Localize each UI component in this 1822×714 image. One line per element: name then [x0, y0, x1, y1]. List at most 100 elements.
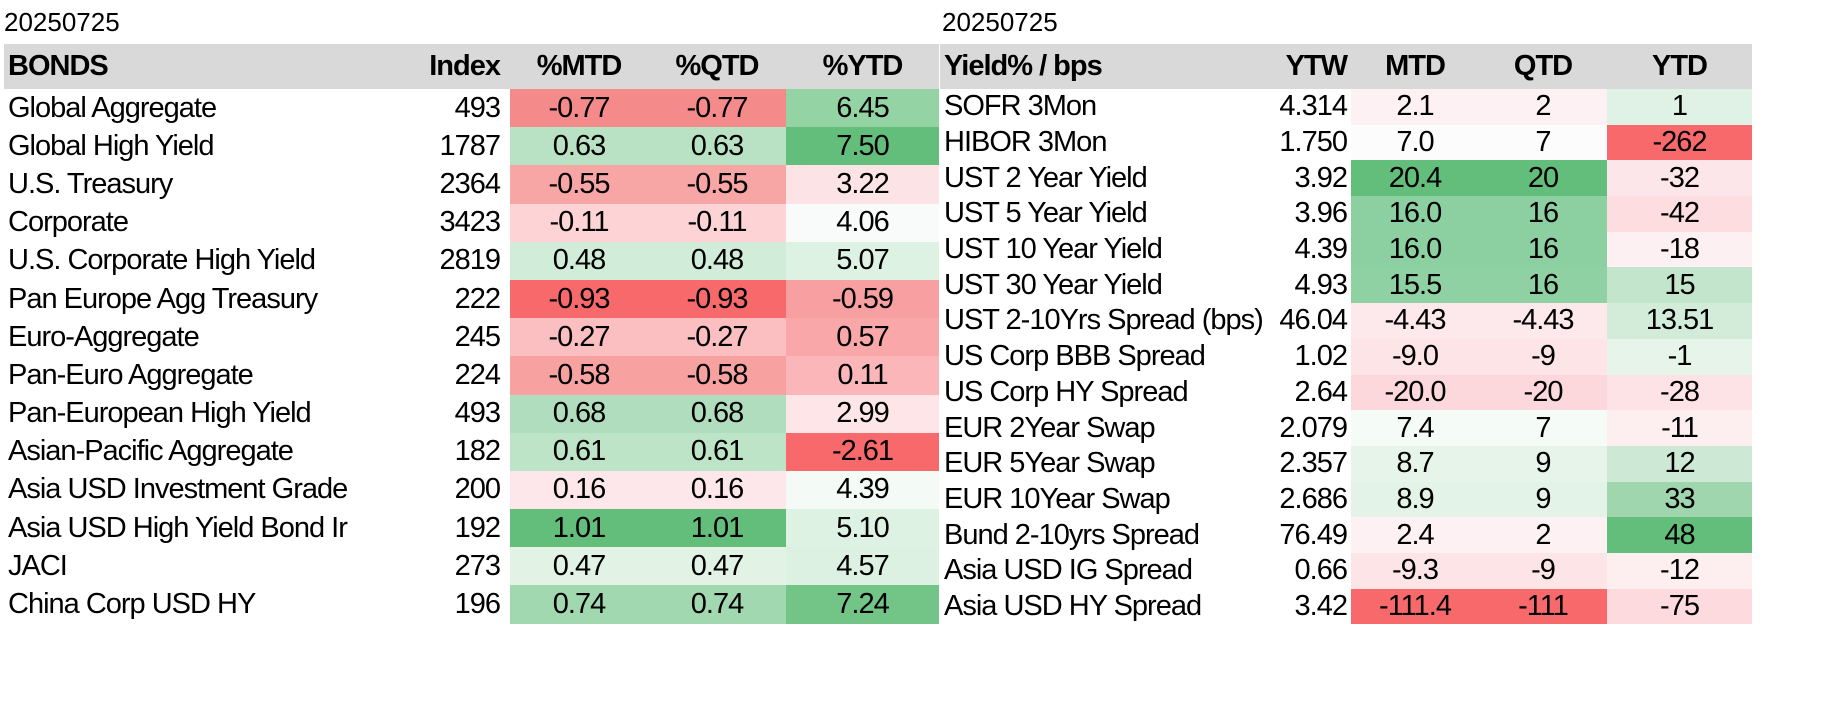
cell-ytw: 76.49 — [1279, 518, 1348, 551]
cell-mtd: -4.43 — [1351, 303, 1479, 339]
cell-mtd: -111.4 — [1351, 588, 1479, 625]
cell-ytd: 12 — [1607, 445, 1752, 482]
row-label: UST 5 Year Yield — [944, 197, 1148, 230]
cell-ytd: 33 — [1607, 481, 1752, 518]
cell-index: 3423 — [439, 206, 501, 239]
cell-ytd: -28 — [1607, 374, 1752, 411]
row-label: Global Aggregate — [8, 91, 217, 124]
header-bonds: BONDS — [8, 50, 109, 82]
cell-ytd: -18 — [1607, 231, 1752, 268]
table-row: Global High Yield 1787 0.63 0.63 7.50 — [4, 127, 939, 166]
row-label: EUR 2Year Swap — [944, 411, 1156, 444]
row-label: UST 30 Year Yield — [944, 268, 1163, 301]
cell-index: 2819 — [439, 244, 501, 277]
table-row: Asian-Pacific Aggregate 182 0.61 0.61 -2.61 — [4, 432, 939, 471]
cell-index: 182 — [454, 435, 501, 468]
cell-qtd: 0.48 — [648, 241, 786, 280]
cell-mtd: -0.27 — [510, 318, 648, 357]
cell-ytd: -42 — [1607, 196, 1752, 232]
cell-ytd: 2.99 — [786, 394, 939, 433]
table-row: Asia USD IG Spread 0.66 -9.3 -9 -12 — [940, 552, 1752, 589]
header-mtd: MTD — [1385, 50, 1446, 82]
cell-qtd: 7 — [1479, 410, 1607, 446]
cell-qtd: 7 — [1479, 124, 1607, 161]
cell-qtd: -0.77 — [648, 89, 786, 128]
cell-mtd: 2.1 — [1351, 89, 1479, 125]
cell-qtd: -0.11 — [648, 203, 786, 242]
cell-mtd: 7.4 — [1351, 410, 1479, 446]
cell-mtd: 8.9 — [1351, 481, 1479, 518]
cell-mtd: -0.55 — [510, 165, 648, 204]
cell-ytd: 13.51 — [1607, 303, 1752, 339]
cell-ytd: -1 — [1607, 338, 1752, 375]
cell-ytd: 5.07 — [786, 241, 939, 280]
row-label: Asia USD HY Spread — [944, 589, 1202, 622]
cell-ytw: 3.92 — [1294, 161, 1348, 194]
table-row: SOFR 3Mon 4.314 2.1 2 1 — [940, 89, 1752, 125]
cell-ytd: 1 — [1607, 89, 1752, 125]
cell-ytw: 1.02 — [1294, 340, 1348, 373]
yields-table: Yield% / bps YTW MTD QTD YTD SOFR 3Mon 4.… — [940, 44, 1752, 625]
cell-qtd: -111 — [1479, 588, 1607, 625]
row-label: SOFR 3Mon — [944, 90, 1097, 123]
table-row: EUR 10Year Swap 2.686 8.9 9 33 — [940, 481, 1752, 518]
header-yield: Yield% / bps — [944, 50, 1103, 82]
table-row: U.S. Corporate High Yield 2819 0.48 0.48 5.0… — [4, 241, 939, 280]
table-row: Pan-European High Yield 493 0.68 0.68 2.99 — [4, 394, 939, 433]
cell-mtd: 8.7 — [1351, 445, 1479, 482]
cell-ytd: 3.22 — [786, 165, 939, 204]
cell-ytw: 4.93 — [1294, 268, 1348, 301]
cell-ytd: 15 — [1607, 267, 1752, 304]
table-row: UST 30 Year Yield 4.93 15.5 16 15 — [940, 267, 1752, 304]
table-row: Asia USD HY Spread 3.42 -111.4 -111 -75 — [940, 588, 1752, 625]
table-row: UST 2 Year Yield 3.92 20.4 20 -32 — [940, 160, 1752, 197]
cell-ytw: 2.357 — [1279, 447, 1348, 480]
table-row: Euro-Aggregate 245 -0.27 -0.27 0.57 — [4, 318, 939, 357]
cell-qtd: 20 — [1479, 160, 1607, 197]
cell-mtd: -0.93 — [510, 279, 648, 319]
row-label: Pan Europe Agg Treasury — [8, 282, 318, 315]
table-row: Asia USD High Yield Bond Ir 192 1.01 1.01 5.… — [4, 509, 939, 548]
cell-index: 224 — [454, 358, 501, 391]
cell-qtd: 16 — [1479, 231, 1607, 268]
row-label: HIBOR 3Mon — [944, 126, 1107, 159]
cell-mtd: -9.0 — [1351, 338, 1479, 375]
cell-mtd: 0.16 — [510, 470, 648, 510]
cell-mtd: 0.61 — [510, 432, 648, 471]
table-row: China Corp USD HY 196 0.74 0.74 7.24 — [4, 585, 939, 624]
cell-index: 245 — [454, 320, 501, 353]
cell-index: 493 — [454, 397, 501, 430]
table-row: EUR 5Year Swap 2.357 8.7 9 12 — [940, 445, 1752, 482]
cell-ytd: 7.50 — [786, 127, 939, 166]
header-ytw: YTW — [1285, 50, 1348, 82]
row-label: U.S. Corporate High Yield — [8, 244, 316, 277]
cell-ytd: -2.61 — [786, 432, 939, 471]
table-row: UST 5 Year Yield 3.96 16.0 16 -42 — [940, 196, 1752, 232]
cell-mtd: -20.0 — [1351, 374, 1479, 411]
cell-ytw: 2.686 — [1279, 482, 1348, 515]
cell-ytw: 3.42 — [1294, 589, 1348, 622]
cell-mtd: 20.4 — [1351, 160, 1479, 197]
cell-index: 1787 — [439, 129, 501, 162]
table-row: US Corp BBB Spread 1.02 -9.0 -9 -1 — [940, 338, 1752, 375]
row-label: US Corp HY Spread — [944, 375, 1189, 408]
table-row: Asia USD Investment Grade 200 0.16 0.16 4.39 — [4, 470, 939, 510]
cell-ytd: -11 — [1607, 410, 1752, 446]
cell-index: 2364 — [439, 167, 501, 200]
cell-ytd: -75 — [1607, 588, 1752, 625]
row-label: US Corp BBB Spread — [944, 340, 1206, 373]
cell-ytd: -262 — [1607, 124, 1752, 161]
cell-index: 200 — [454, 473, 501, 506]
row-label: UST 2-10Yrs Spread (bps) — [944, 304, 1264, 337]
cell-ytw: 2.079 — [1279, 411, 1348, 444]
cell-qtd: -9 — [1479, 552, 1607, 589]
cell-qtd: 0.74 — [648, 585, 786, 624]
cell-ytd: -12 — [1607, 552, 1752, 589]
cell-index: 196 — [454, 588, 501, 621]
table-row: UST 2-10Yrs Spread (bps) 46.04 -4.43 -4.43 1… — [940, 303, 1752, 339]
header-qtd: %QTD — [675, 50, 760, 82]
cell-qtd: 0.68 — [648, 394, 786, 433]
table-row: Corporate 3423 -0.11 -0.11 4.06 — [4, 203, 939, 242]
cell-ytw: 0.66 — [1294, 554, 1348, 587]
row-label: Pan-European High Yield — [8, 397, 312, 430]
